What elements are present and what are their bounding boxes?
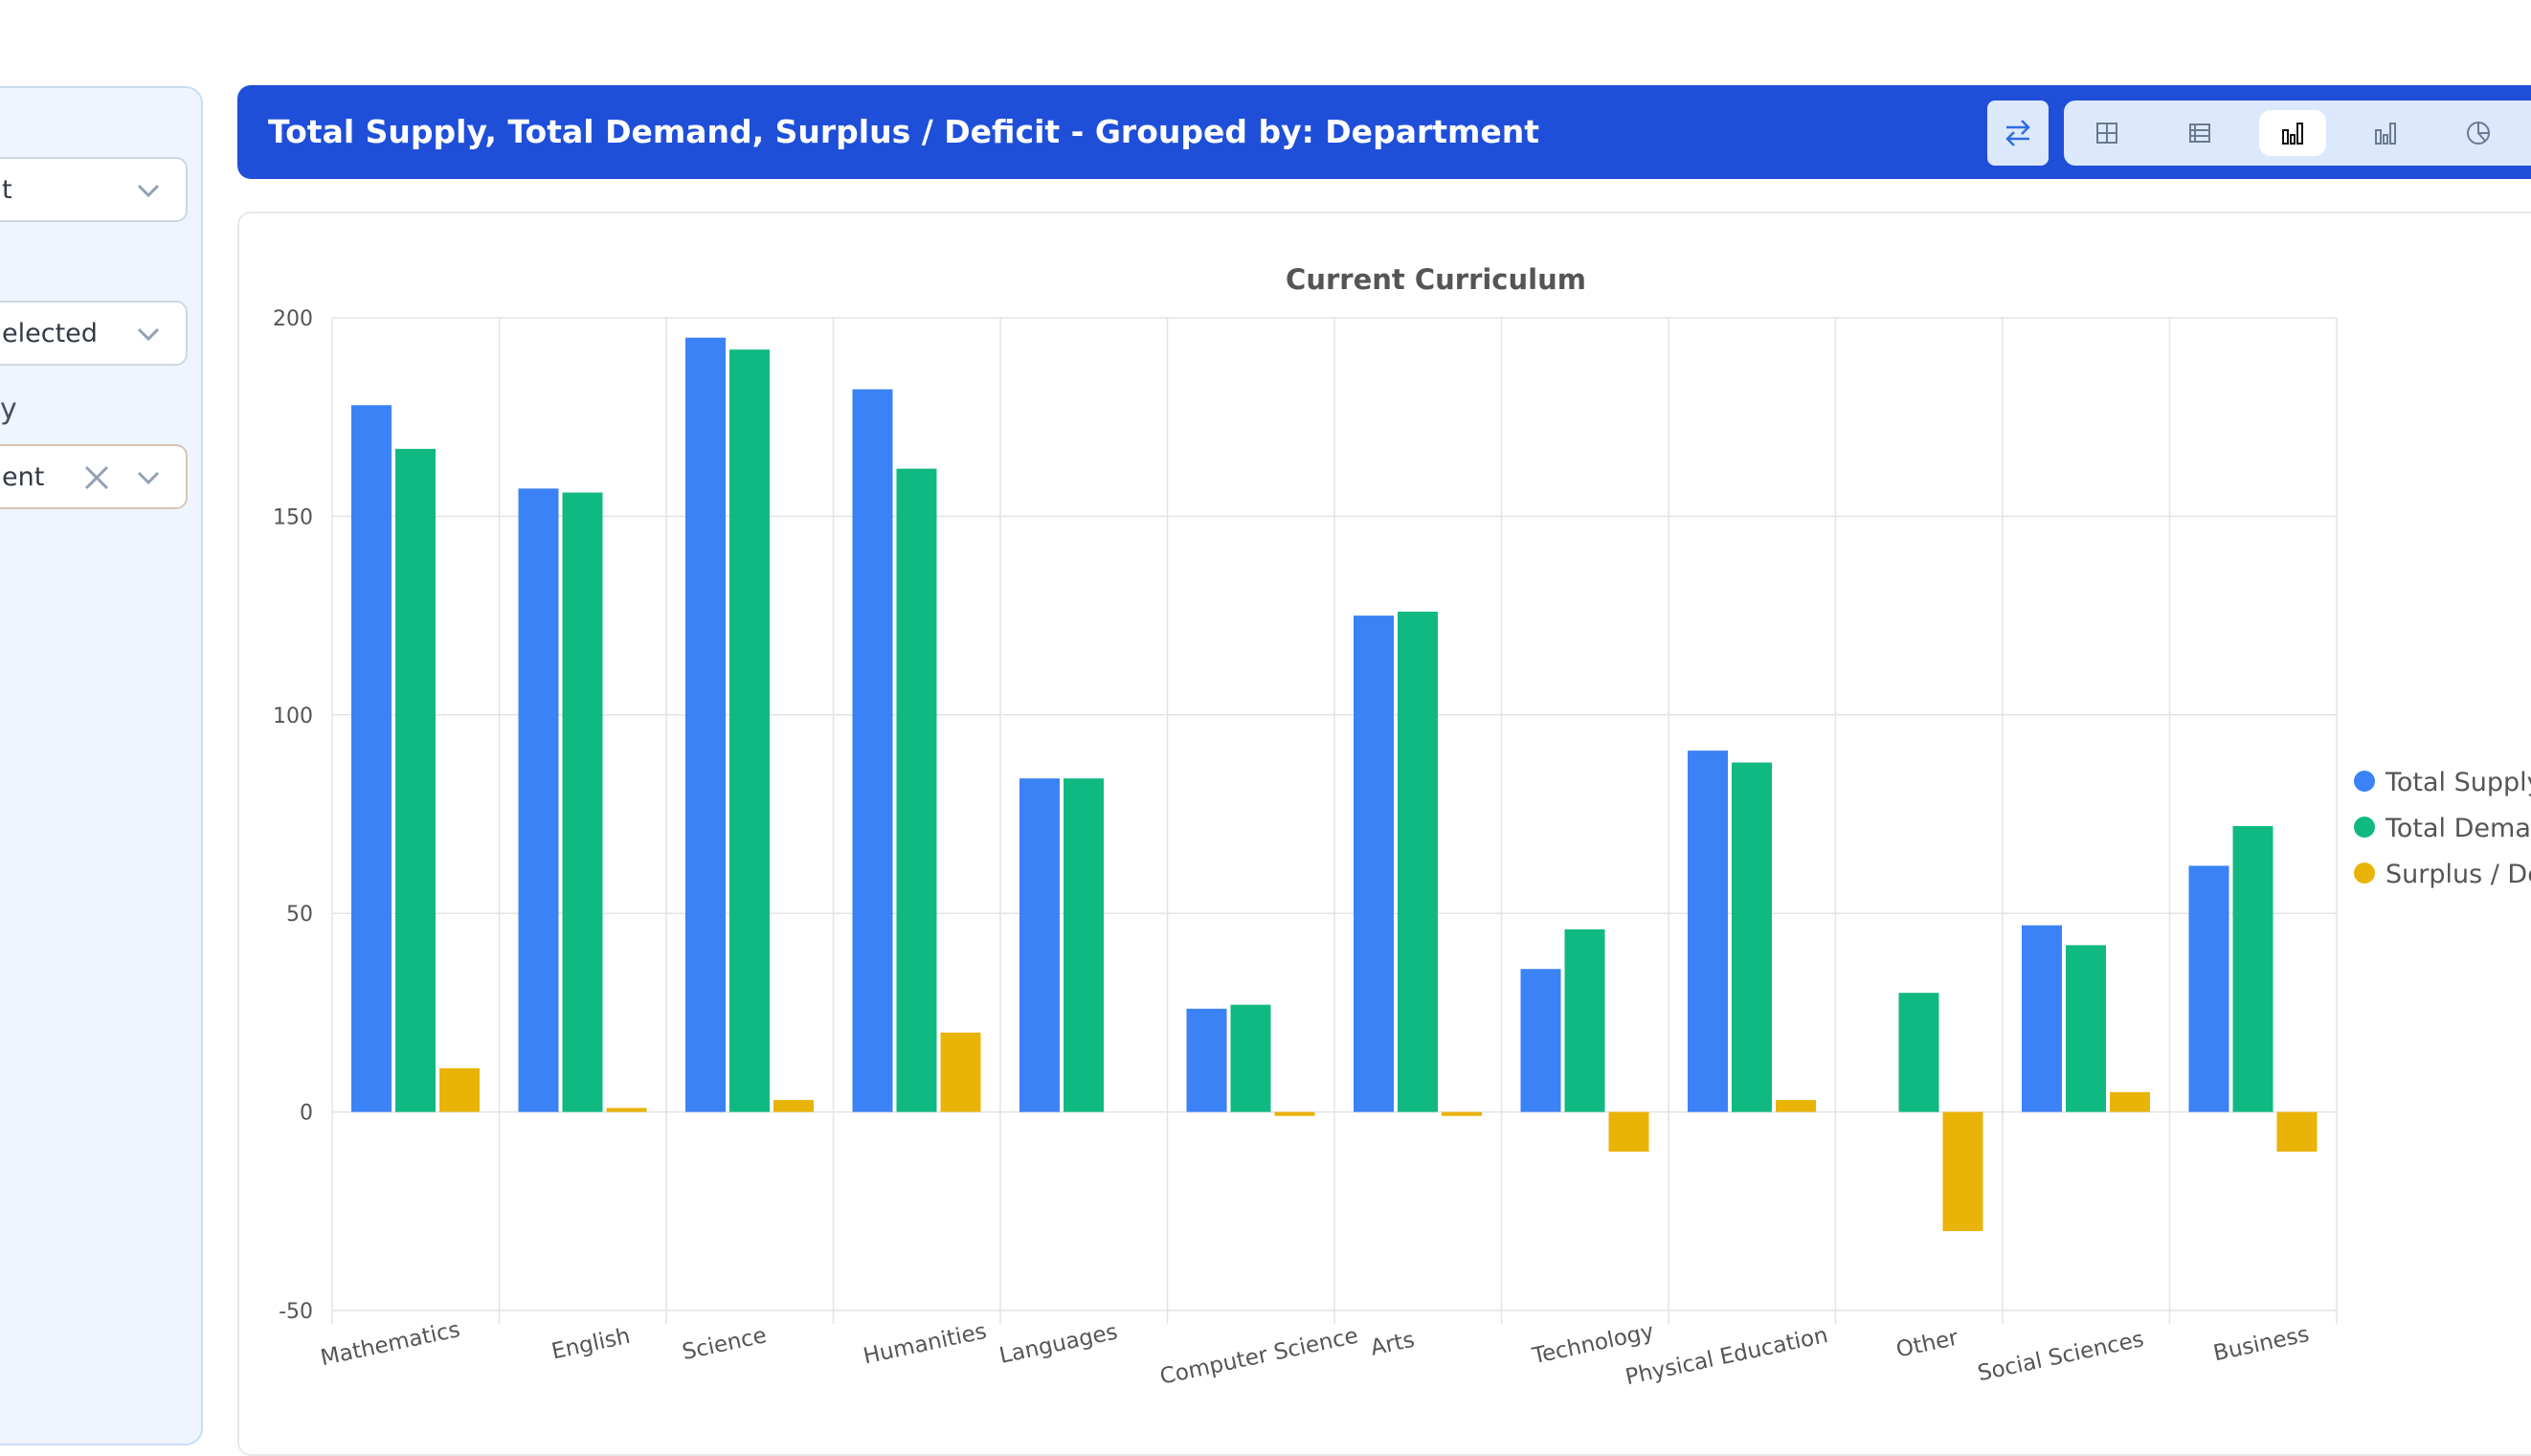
bar-surplus-deficit <box>606 1108 647 1112</box>
bar-total-supply <box>1354 616 1394 1112</box>
bar-total-supply <box>852 389 893 1112</box>
y-tick-label: 150 <box>273 505 313 529</box>
x-tick-label: Technology <box>1530 1319 1656 1369</box>
bar-total-demand <box>562 492 603 1112</box>
bar-total-demand <box>2066 945 2106 1112</box>
select-value: t <box>2 174 12 205</box>
bar-surplus-deficit <box>1608 1111 1649 1153</box>
bar-view-button[interactable] <box>2352 110 2419 156</box>
bar-total-supply <box>1520 969 1561 1112</box>
swap-axes-button[interactable] <box>1987 101 2049 166</box>
pie-chart-icon <box>2467 122 2490 145</box>
y-tick-label: -50 <box>279 1300 313 1324</box>
legend-marker <box>2354 817 2375 838</box>
y-tick-label: 100 <box>273 705 313 728</box>
x-tick-label: Humanities <box>862 1319 989 1370</box>
legend-label: Surplus / Deficit <box>2385 860 2531 889</box>
bar-total-demand <box>1564 929 1605 1112</box>
bar-total-supply <box>1688 750 1728 1112</box>
grouped-bar-view-button[interactable] <box>2259 110 2326 156</box>
bar-surplus-deficit <box>773 1100 814 1112</box>
select-value: elected <box>2 318 98 348</box>
bar-surplus-deficit <box>1442 1111 1482 1116</box>
group-by-select[interactable]: ent <box>0 444 188 509</box>
x-tick-label: Physical Education <box>1624 1323 1830 1390</box>
bar-total-demand <box>1230 1004 1271 1112</box>
bar-surplus-deficit <box>439 1067 480 1112</box>
bar-total-demand <box>1732 762 1772 1112</box>
legend-label: Total Demand <box>2385 814 2531 843</box>
bar-surplus-deficit <box>1776 1100 1816 1112</box>
bar-total-supply <box>1186 1008 1227 1112</box>
table-view-button[interactable] <box>2166 110 2233 156</box>
bar-surplus-deficit <box>2110 1091 2150 1112</box>
pie-view-button[interactable] <box>2445 110 2512 156</box>
bar-total-demand <box>1064 778 1104 1112</box>
bar-surplus-deficit <box>2276 1111 2318 1153</box>
bar-surplus-deficit <box>1274 1111 1315 1116</box>
bar-chart-icon <box>2375 123 2396 145</box>
group-by-label: y <box>0 392 17 426</box>
x-tick-label: Science <box>680 1323 769 1365</box>
legend-marker <box>2354 771 2375 792</box>
bar-total-supply <box>2188 865 2229 1112</box>
bar-total-demand <box>896 468 937 1112</box>
y-tick-label: 50 <box>286 903 313 927</box>
select-value: ent <box>2 461 45 492</box>
bar-total-supply <box>1019 778 1060 1112</box>
chart-title: Current Curriculum <box>1286 263 1586 296</box>
bar-total-supply <box>518 488 559 1112</box>
filter-select-2[interactable]: elected <box>0 301 188 366</box>
legend-label: Total Supply <box>2385 768 2531 797</box>
bar-total-demand <box>1398 611 1438 1112</box>
bar-surplus-deficit <box>940 1032 981 1112</box>
y-tick-label: 0 <box>300 1102 313 1126</box>
x-tick-label: Other <box>1894 1326 1961 1363</box>
x-tick-label: Mathematics <box>319 1317 462 1371</box>
grid-icon <box>2096 123 2117 144</box>
grid-view-button[interactable] <box>2073 110 2140 156</box>
bar-surplus-deficit <box>1942 1111 1983 1232</box>
bar-total-supply <box>685 337 726 1112</box>
x-tick-label: Computer Science <box>1157 1324 1360 1390</box>
x-tick-label: Social Sciences <box>1976 1327 2146 1386</box>
bar-total-supply <box>2022 925 2062 1112</box>
filter-select-1[interactable]: t <box>0 157 188 222</box>
bar-total-demand <box>2232 825 2273 1112</box>
bar-total-supply <box>351 405 392 1112</box>
bar-chart-icon <box>2282 123 2303 145</box>
chevron-down-icon <box>137 471 160 485</box>
bar-total-demand <box>1898 993 1939 1112</box>
chart-header-title: Total Supply, Total Demand, Surplus / De… <box>268 113 1540 150</box>
table-icon <box>2189 123 2210 143</box>
clear-icon[interactable] <box>82 463 111 492</box>
grouped-bar-chart: Current Curriculum 200 150 100 50 0 -50Mathem… <box>273 263 2531 1390</box>
bar-total-demand <box>729 349 770 1112</box>
bar-total-demand <box>395 448 436 1112</box>
chevron-down-icon <box>137 327 160 342</box>
x-tick-label: Arts <box>1368 1328 1417 1361</box>
x-tick-label: Languages <box>997 1319 1120 1369</box>
chevron-down-icon <box>137 184 160 198</box>
legend-marker <box>2354 862 2375 884</box>
x-tick-label: English <box>549 1324 633 1365</box>
x-tick-label: Business <box>2211 1322 2312 1367</box>
view-switcher <box>2064 101 2531 166</box>
swap-arrows-icon <box>2005 120 2030 146</box>
y-tick-label: 200 <box>273 307 313 331</box>
